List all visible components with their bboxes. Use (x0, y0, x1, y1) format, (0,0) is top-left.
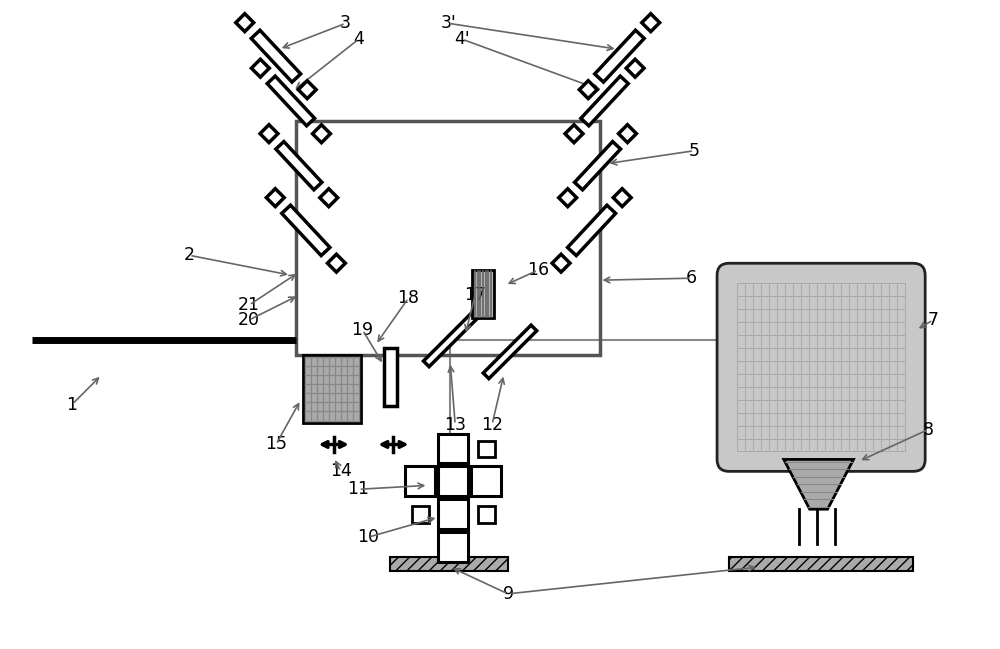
Polygon shape (266, 189, 284, 206)
Bar (471, 467, 501, 496)
Polygon shape (581, 76, 628, 126)
Bar (390, 557, 508, 571)
Text: 5: 5 (689, 141, 700, 160)
Polygon shape (642, 14, 660, 32)
Bar (296, 121, 600, 355)
Polygon shape (613, 189, 631, 206)
Polygon shape (327, 254, 345, 272)
Polygon shape (260, 125, 278, 143)
Bar (729, 557, 913, 571)
Polygon shape (559, 189, 577, 206)
Polygon shape (312, 125, 330, 143)
Bar (438, 434, 468, 463)
Bar (438, 499, 468, 529)
Polygon shape (579, 80, 597, 99)
Text: 8: 8 (923, 421, 934, 439)
Text: 20: 20 (238, 311, 260, 329)
Text: 1: 1 (66, 396, 77, 413)
Polygon shape (276, 141, 322, 190)
Polygon shape (267, 76, 315, 126)
Polygon shape (282, 205, 330, 256)
Text: 2: 2 (184, 247, 195, 264)
Text: 13: 13 (444, 415, 466, 434)
Polygon shape (618, 125, 636, 143)
Bar (478, 441, 495, 458)
Bar (438, 467, 468, 496)
Polygon shape (236, 14, 254, 32)
Text: 14: 14 (330, 462, 352, 480)
Text: 4: 4 (353, 31, 364, 48)
Polygon shape (483, 325, 537, 378)
Bar (412, 506, 429, 523)
Polygon shape (575, 141, 621, 190)
Text: 19: 19 (352, 321, 374, 339)
Text: 6: 6 (686, 269, 697, 288)
Text: 3: 3 (340, 14, 351, 32)
Text: 10: 10 (358, 528, 380, 546)
Text: 18: 18 (397, 289, 419, 307)
Polygon shape (595, 31, 644, 82)
Polygon shape (298, 80, 316, 99)
Polygon shape (251, 59, 269, 77)
Polygon shape (251, 31, 301, 82)
Bar (384, 348, 397, 406)
Text: 12: 12 (481, 415, 503, 434)
Polygon shape (423, 313, 477, 367)
Polygon shape (320, 189, 338, 206)
Bar (405, 467, 435, 496)
Polygon shape (784, 459, 853, 509)
FancyBboxPatch shape (717, 263, 925, 471)
Text: 21: 21 (238, 296, 260, 314)
Bar (303, 355, 361, 422)
Polygon shape (626, 59, 644, 77)
Text: 7: 7 (928, 311, 939, 329)
Text: 11: 11 (348, 480, 370, 498)
Bar (478, 506, 495, 523)
Text: 4': 4' (454, 31, 470, 48)
Text: 3': 3' (440, 14, 456, 32)
Polygon shape (552, 254, 570, 272)
Polygon shape (565, 125, 583, 143)
Bar (472, 270, 494, 318)
Text: 17: 17 (464, 286, 486, 304)
Text: 16: 16 (527, 262, 549, 279)
Text: 9: 9 (502, 585, 514, 603)
Bar (438, 532, 468, 562)
Text: 15: 15 (265, 435, 287, 454)
Polygon shape (568, 205, 616, 256)
